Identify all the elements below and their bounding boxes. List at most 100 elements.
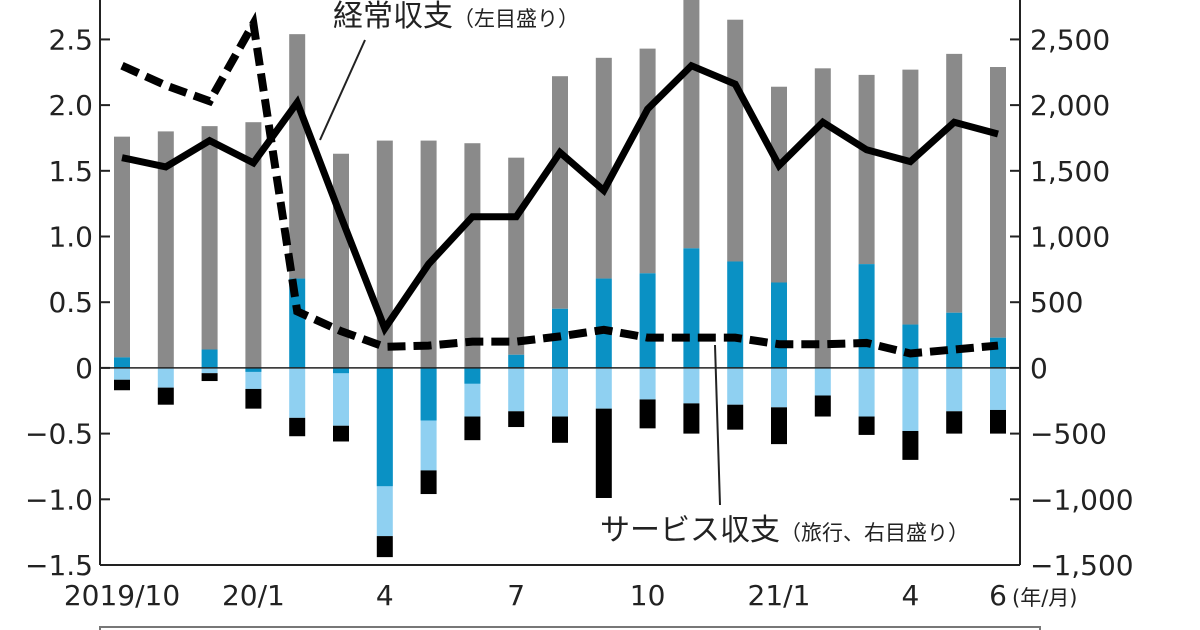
bar-black	[245, 388, 262, 409]
axes-layer	[99, 0, 1021, 566]
right-tick-label: 2,000	[1030, 89, 1110, 122]
bar-dark-blue	[114, 357, 130, 368]
bar-gray	[464, 143, 481, 368]
left-tick-label: 2.0	[48, 89, 93, 122]
bar-gray	[639, 48, 656, 274]
lines-layer	[120, 11, 999, 358]
bar-gray	[990, 67, 1006, 338]
bar-gray	[771, 86, 787, 283]
labels-layer: 2.5 2.0 1.5 1.0 0.5 0 −0.5 −1.0 −1.5 2,500 2,000 1,…	[25, 23, 1134, 612]
bar-black	[683, 403, 700, 434]
x-unit-label: (年/月)	[1012, 586, 1077, 610]
left-tick-label: −0.5	[25, 418, 93, 451]
bar-light-blue	[508, 367, 525, 412]
services-leader	[714, 344, 721, 506]
right-tick-label: 1,000	[1030, 221, 1110, 254]
bar-light-blue	[902, 367, 919, 431]
bar-light-blue	[157, 367, 174, 388]
bar-dark-blue	[902, 324, 919, 368]
bar-black	[376, 536, 393, 558]
bar-gray	[289, 34, 306, 279]
left-tick-label: 1.5	[48, 155, 93, 188]
bar-light-blue	[771, 367, 787, 408]
bar-black	[114, 379, 130, 391]
bar-black	[289, 417, 306, 437]
right-tick-label: 2,500	[1030, 23, 1110, 56]
bar-gray	[114, 136, 130, 358]
bar-dark-blue	[771, 282, 787, 368]
bar-light-blue	[946, 367, 963, 412]
bar-dark-blue	[946, 312, 963, 368]
bar-light-blue	[114, 367, 130, 380]
bar-gray	[683, 0, 700, 249]
bar-light-blue	[683, 367, 700, 404]
left-tick-label: 1.0	[48, 221, 93, 254]
bar-dark-blue	[333, 367, 349, 374]
bar-gray	[508, 157, 525, 355]
services-label: サービス収支（旅行、右目盛り）	[600, 513, 969, 548]
bar-dark-blue	[245, 367, 262, 372]
left-tick-label: −1.0	[25, 483, 93, 516]
bar-black	[552, 416, 568, 443]
bar-dark-blue	[289, 278, 306, 368]
bar-black	[902, 430, 919, 460]
bar-light-blue	[639, 367, 656, 400]
left-tick-label: 0.5	[48, 286, 93, 319]
x-tick-label: 4	[376, 579, 394, 612]
series-services-line	[120, 11, 999, 358]
bar-black	[639, 399, 656, 429]
bar-gray	[420, 140, 437, 368]
right-tick-label: 500	[1030, 286, 1083, 319]
bar-dark-blue	[639, 273, 656, 368]
bar-dark-blue	[420, 367, 437, 421]
bar-light-blue	[814, 367, 831, 396]
bar-black	[771, 407, 787, 445]
bar-dark-blue	[201, 349, 218, 368]
right-tick-label: −1,000	[1030, 483, 1134, 516]
bar-gray	[595, 57, 612, 279]
current-account-leader	[319, 39, 366, 141]
x-tick-label: 4	[901, 579, 919, 612]
right-tick-label: −500	[1030, 418, 1107, 451]
left-tick-label: 0	[75, 352, 93, 385]
bar-gray	[201, 126, 218, 350]
bar-black	[157, 387, 174, 405]
x-tick-label: 2019/10	[64, 579, 180, 612]
left-tick-label: −1.5	[25, 549, 93, 582]
bar-dark-blue	[508, 354, 525, 368]
bar-gray	[946, 53, 963, 313]
bar-light-blue	[858, 367, 875, 417]
bar-gray	[245, 122, 262, 368]
bar-light-blue	[990, 367, 1006, 410]
bar-gray	[727, 19, 744, 262]
bar-dark-blue	[858, 264, 875, 368]
bar-light-blue	[727, 367, 744, 405]
right-tick-label: 0	[1030, 352, 1048, 385]
bars-layer	[114, 0, 1006, 558]
bar-dark-blue	[376, 367, 393, 487]
bar-black	[420, 470, 437, 495]
bottom-box	[99, 626, 1041, 630]
bar-black	[727, 404, 744, 430]
bar-dark-blue	[727, 261, 744, 368]
bar-light-blue	[245, 367, 262, 389]
bar-black	[595, 408, 612, 498]
right-tick-label: −1,500	[1030, 549, 1134, 582]
current-account-label: 経常収支（左目盛り）	[333, 0, 579, 34]
x-tick-label: 6	[989, 579, 1007, 612]
bar-light-blue	[595, 367, 612, 409]
bar-black	[858, 416, 875, 435]
bar-gray	[858, 74, 875, 265]
x-tick-label: 10	[630, 579, 666, 612]
bar-gray	[157, 131, 174, 368]
x-tick-label: 7	[507, 579, 525, 612]
bar-gray	[814, 68, 831, 368]
bar-black	[990, 409, 1006, 434]
bar-black	[333, 425, 349, 442]
bar-dark-blue	[464, 367, 481, 384]
left-tick-label: 2.5	[48, 23, 93, 56]
bar-light-blue	[289, 367, 306, 418]
bar-black	[814, 395, 831, 417]
x-tick-label: 20/1	[222, 579, 285, 612]
bar-black	[464, 416, 481, 441]
